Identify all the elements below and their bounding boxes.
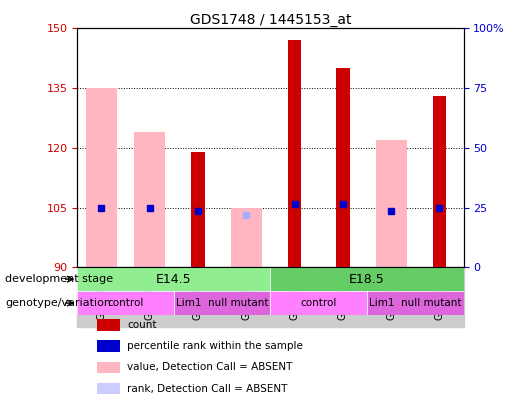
Bar [288,40,301,267]
Text: control: control [300,298,337,308]
Text: value, Detection Call = ABSENT: value, Detection Call = ABSENT [128,362,293,373]
Bar [319,267,367,327]
FancyBboxPatch shape [270,267,464,291]
Text: E14.5: E14.5 [156,273,192,286]
FancyBboxPatch shape [77,267,270,291]
Bar [174,267,222,327]
Bar [86,88,117,267]
Bar [433,96,446,267]
Bar [191,152,205,267]
Bar [367,267,415,327]
Bar [415,267,464,327]
Bar [336,68,350,267]
Text: development stage: development stage [5,274,113,284]
Text: genotype/variation: genotype/variation [5,298,111,308]
Bar [97,362,119,373]
Text: count: count [128,320,157,330]
Bar [97,383,119,394]
Title: GDS1748 / 1445153_at: GDS1748 / 1445153_at [190,13,351,27]
Text: control: control [107,298,144,308]
FancyBboxPatch shape [77,291,174,315]
FancyBboxPatch shape [174,291,270,315]
Bar [97,340,119,352]
Text: Lim1  null mutant: Lim1 null mutant [369,298,461,308]
Bar [231,207,262,267]
Bar [222,267,270,327]
Text: percentile rank within the sample: percentile rank within the sample [128,341,303,351]
FancyBboxPatch shape [367,291,464,315]
Text: Lim1  null mutant: Lim1 null mutant [176,298,268,308]
Bar [77,267,126,327]
Bar [126,267,174,327]
Bar [134,132,165,267]
Bar [97,319,119,330]
Bar [270,267,319,327]
Bar [375,140,406,267]
Text: E18.5: E18.5 [349,273,385,286]
FancyBboxPatch shape [270,291,367,315]
Text: rank, Detection Call = ABSENT: rank, Detection Call = ABSENT [128,384,288,394]
